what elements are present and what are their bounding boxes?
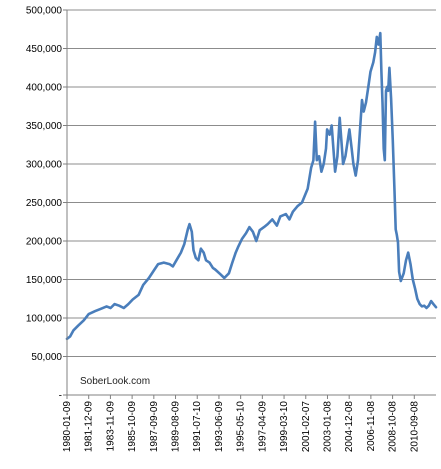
- y-tick-label: 500,000: [26, 6, 63, 17]
- gridlines: [67, 9, 436, 357]
- y-tick-label: 450,000: [26, 44, 63, 55]
- x-tick-label: 1997-04-09: [257, 401, 268, 453]
- x-tick-label: 2008-10-08: [388, 401, 399, 453]
- x-tick-label: 2006-11-08: [366, 401, 377, 452]
- y-tick-label: 150,000: [26, 275, 63, 286]
- x-tick-label: 2001-02-07: [301, 401, 312, 453]
- y-tick-label: 100,000: [26, 314, 63, 325]
- x-tick-label: 1980-01-09: [62, 401, 73, 453]
- x-tick-label: 1995-05-10: [236, 401, 247, 453]
- y-tick-label: 200,000: [26, 237, 63, 248]
- x-tick-label: 2010-09-08: [409, 401, 420, 453]
- x-tick-label: 1993-06-09: [214, 401, 225, 453]
- x-tick-label: 1985-10-09: [127, 401, 138, 453]
- y-tick-label: 250,000: [26, 198, 63, 209]
- watermark-text: SoberLook.com: [80, 376, 150, 387]
- x-tick-label: 1989-08-09: [171, 401, 182, 453]
- y-tick-label: -: [59, 391, 62, 402]
- y-tick-label: 400,000: [26, 83, 63, 94]
- y-axis-ticks: 500,000 450,000 400,000 350,000 300,000 250,0…: [26, 6, 67, 402]
- x-tick-label: 1991-07-10: [192, 401, 203, 453]
- series-line: [65, 31, 438, 341]
- x-tick-label: 2003-01-08: [322, 401, 333, 453]
- x-tick-label: 2004-12-08: [344, 401, 355, 453]
- series-group: [65, 31, 438, 341]
- y-tick-label: 350,000: [26, 121, 63, 132]
- x-tick-label: 1981-12-09: [84, 401, 95, 453]
- x-axis-ticks: 1980-01-09 1981-12-09 1983-11-09 1985-10-09…: [62, 395, 420, 452]
- y-tick-label: 50,000: [31, 352, 62, 363]
- x-tick-label: 1983-11-09: [105, 401, 116, 452]
- y-tick-label: 300,000: [26, 160, 63, 171]
- x-tick-label: 1987-09-09: [149, 401, 160, 453]
- x-tick-label: 1999-03-10: [279, 401, 290, 453]
